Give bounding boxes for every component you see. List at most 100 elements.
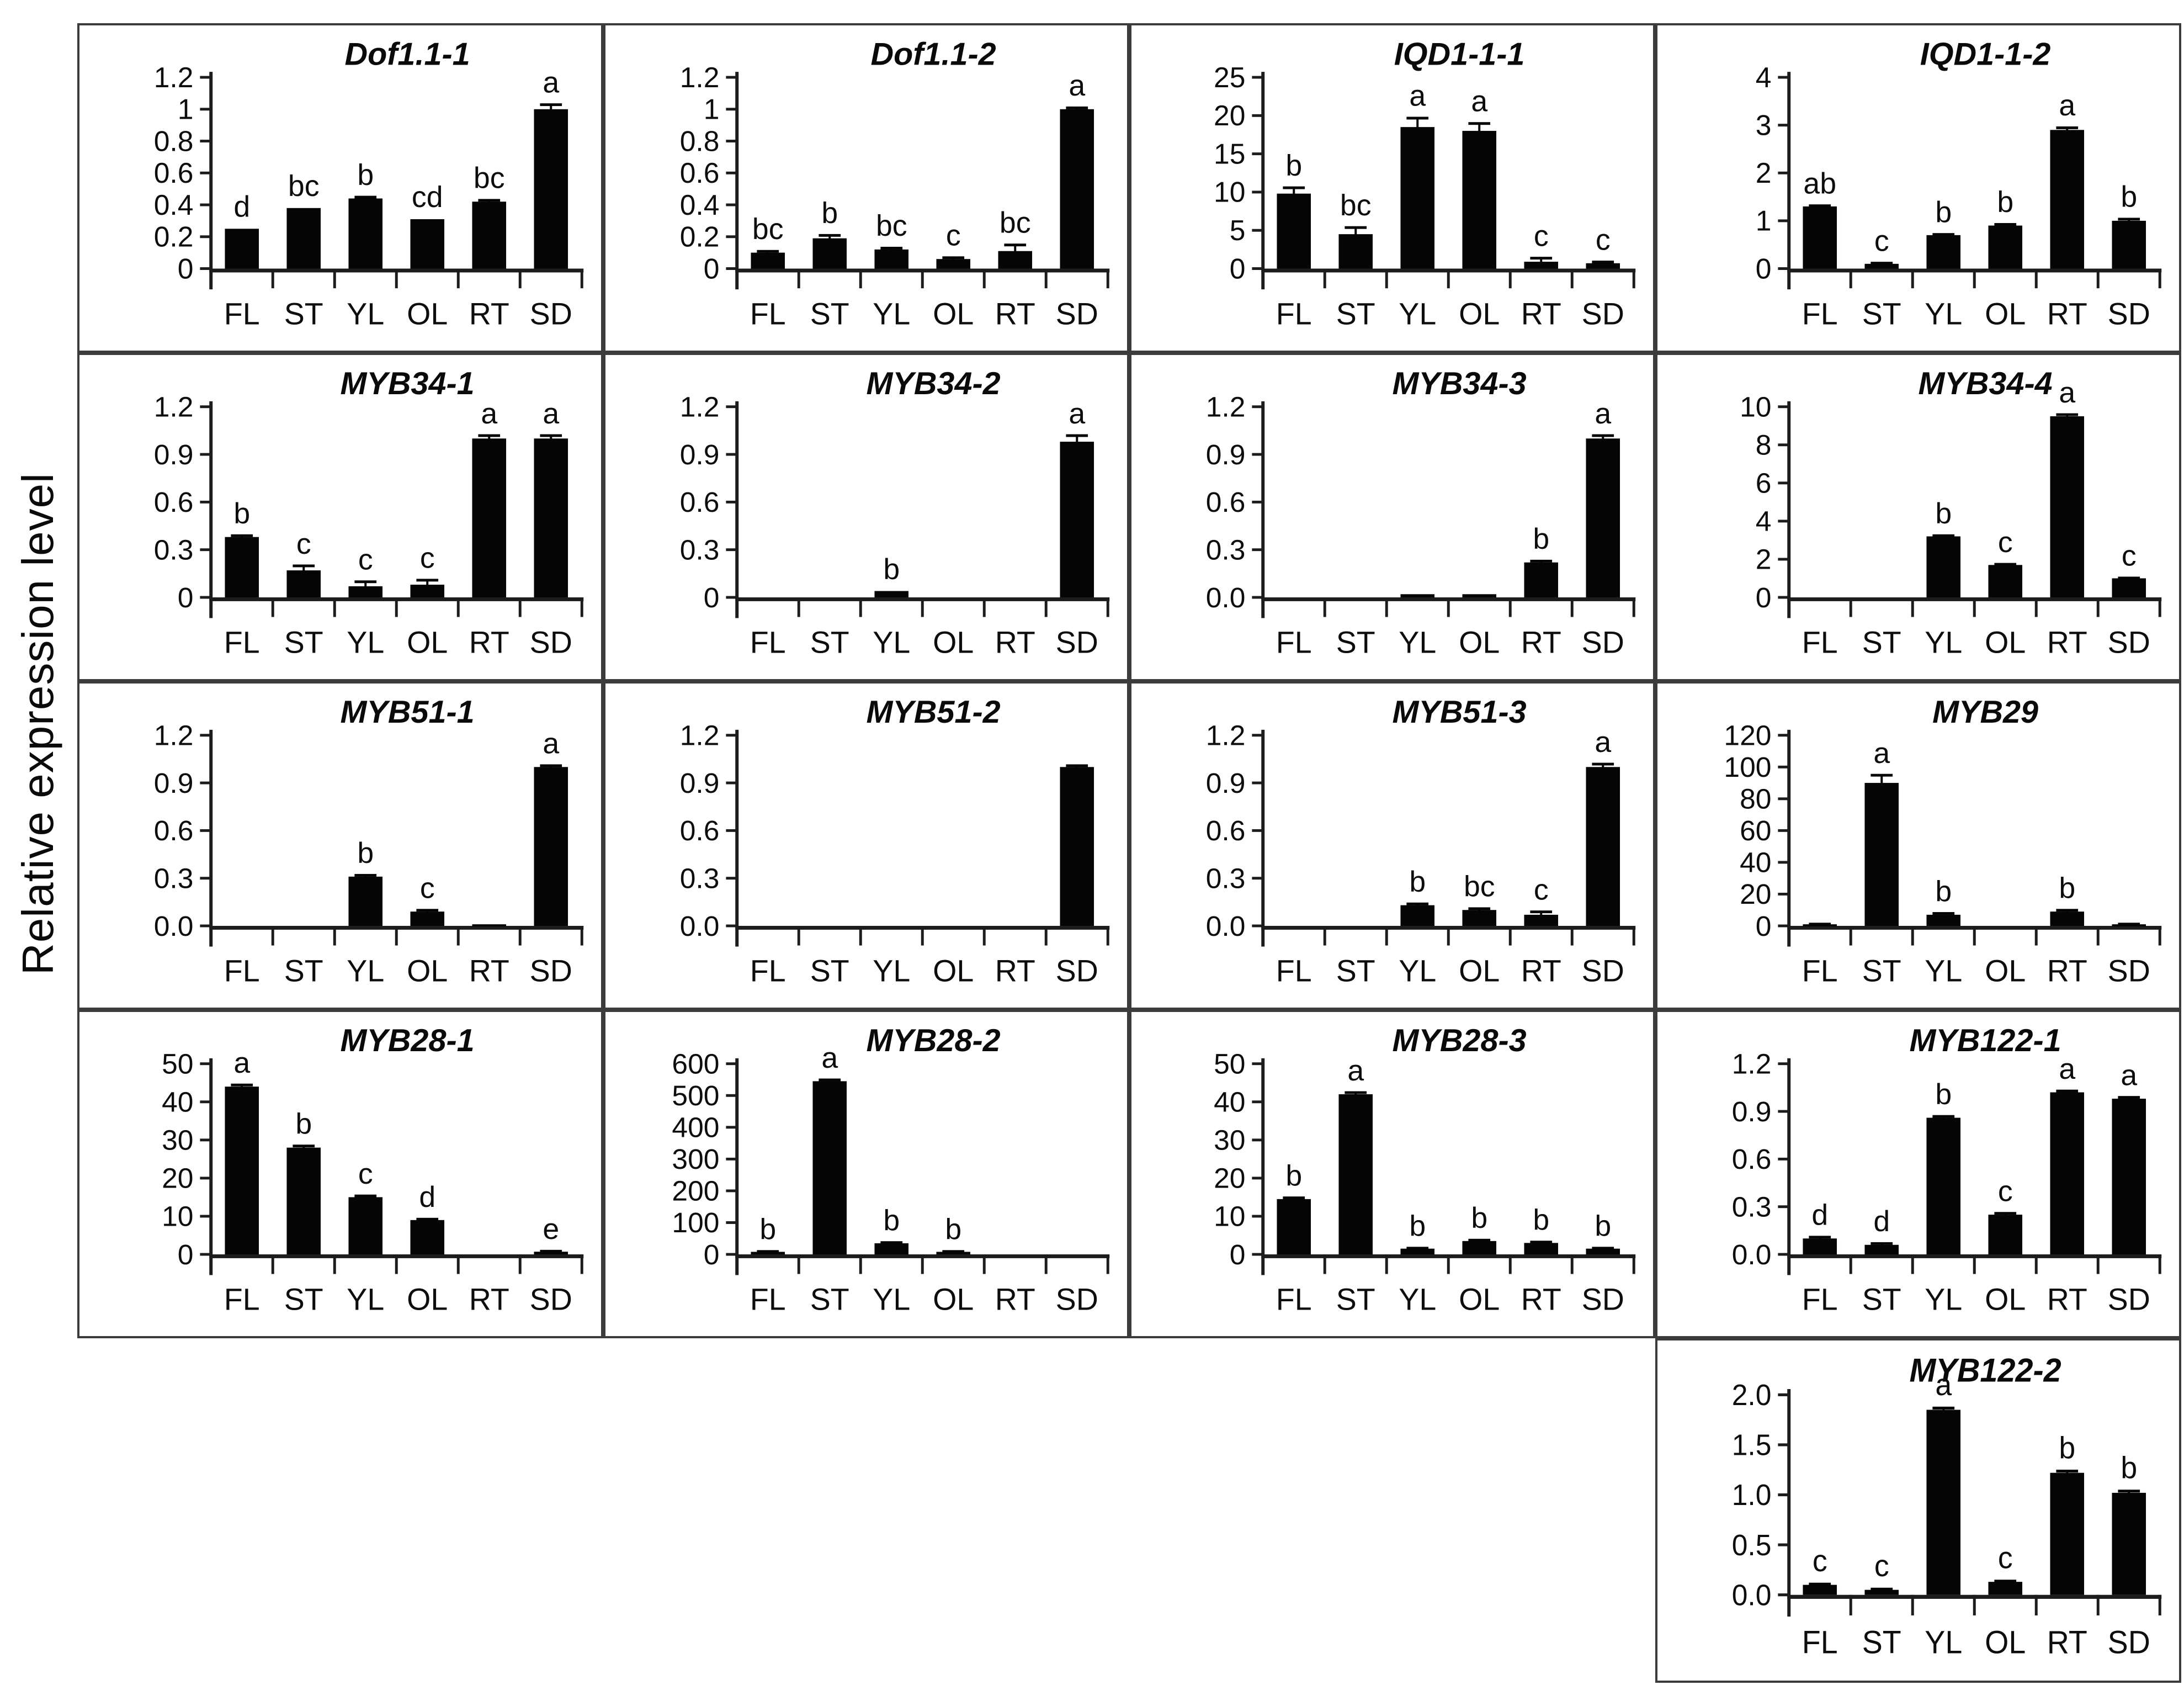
y-tick-label: 1.5 [1732, 1429, 1772, 1462]
y-tick-label: 1.2 [154, 719, 194, 751]
x-tick [1323, 1254, 1326, 1274]
chart-panel: MYB28-3 0 10 20 30 40 50 b FL a ST b YL b OL b RT b SD [1129, 1010, 1655, 1338]
significance-letter: b [2121, 1450, 2137, 1485]
y-tick-label: 0.8 [154, 125, 194, 157]
y-tick [200, 596, 211, 599]
error-bar-cap [354, 873, 377, 877]
x-category-label: RT [469, 954, 509, 988]
error-bar [364, 197, 367, 201]
y-tick-label: 25 [1214, 61, 1245, 93]
x-tick [580, 926, 583, 946]
significance-letter: a [1595, 726, 1611, 759]
x-category-label: ST [284, 954, 323, 988]
bar-st [1864, 1589, 1899, 1595]
x-category-label: OL [1459, 954, 1500, 988]
error-bar-cap [540, 1249, 562, 1253]
bar-yl [1400, 594, 1435, 598]
significance-letter: c [420, 542, 435, 575]
error-bar [1602, 262, 1604, 266]
error-bar [1076, 765, 1078, 770]
y-axis-line [1261, 401, 1265, 618]
error-bar-cap [1468, 907, 1491, 910]
x-tick [859, 926, 862, 946]
chart-svg: IQD1-1-2 0 1 2 3 4 ab FL c ST b YL b OL a RT b SD [1756, 36, 2162, 331]
x-tick [1106, 597, 1109, 617]
y-tick-label: 0.0 [1732, 1578, 1772, 1612]
x-tick [797, 926, 800, 946]
x-category-label: ST [810, 1283, 849, 1317]
y-tick-label: 0.3 [1732, 1191, 1772, 1223]
error-bar [1942, 1407, 1945, 1412]
x-tick [580, 1254, 583, 1274]
error-bar [828, 1079, 831, 1084]
y-tick-label: 60 [1740, 814, 1771, 846]
error-bar [550, 104, 552, 112]
significance-letter: b [1533, 523, 1549, 555]
significance-letter: a [543, 66, 559, 99]
x-tick [518, 268, 522, 289]
chart-svg: MYB34-3 0.0 0.3 0.6 0.9 1.2 FL ST YL OL b RT a SD [1206, 366, 1636, 660]
y-tick [726, 267, 737, 270]
x-tick [1323, 597, 1326, 617]
bar-sd [534, 767, 568, 926]
significance-letter: b [295, 1108, 312, 1141]
y-tick [1252, 1215, 1263, 1218]
error-bar-cap [1066, 434, 1088, 437]
y-tick-label: 200 [672, 1175, 719, 1207]
significance-letter: a [1873, 737, 1890, 770]
x-tick [1632, 1254, 1635, 1274]
x-category-label: RT [1521, 297, 1561, 331]
bar-ol [1988, 1582, 2023, 1595]
y-tick-label: 0.0 [154, 910, 194, 942]
y-tick-label: 3 [1756, 109, 1772, 141]
error-bar [241, 535, 243, 539]
bar-st [812, 238, 847, 269]
x-category-label: ST [1336, 954, 1375, 988]
x-category-label: OL [407, 626, 448, 660]
x-tick [1849, 1254, 1852, 1274]
chart-panel: MYB28-2 0 100 200 300 400 500 600 b FL a ST b YL b OL RT… [603, 1010, 1129, 1338]
y-tick-label: 0.6 [154, 486, 194, 518]
y-tick [1778, 1443, 1789, 1446]
y-tick-label: 0 [1756, 581, 1772, 613]
x-tick [1447, 926, 1450, 946]
x-category-label: RT [2047, 626, 2087, 660]
error-bar-cap [1871, 1587, 1893, 1591]
x-tick [1973, 926, 1976, 946]
significance-letter: b [1409, 1210, 1426, 1243]
y-tick-label: 300 [672, 1143, 719, 1175]
x-category-label: RT [995, 1283, 1035, 1317]
x-category-label: RT [995, 954, 1035, 988]
y-tick-label: 0.3 [1206, 534, 1246, 566]
bar-yl [348, 586, 383, 598]
x-tick [1106, 1254, 1109, 1274]
y-tick [1778, 734, 1789, 737]
chart-svg: Dof1.1-2 00.20.40.60.811.2 bc FL b ST bc YL c OL b… [680, 36, 1110, 331]
y-tick [200, 829, 211, 832]
error-bar-cap [1066, 764, 1088, 767]
significance-letter: b [945, 1214, 961, 1246]
x-tick [1911, 597, 1914, 617]
significance-letter: a [1471, 85, 1487, 118]
x-category-label: OL [1985, 1625, 2026, 1660]
bar-sd [1060, 109, 1094, 269]
y-tick-label: 0.9 [1206, 438, 1246, 470]
error-bar [364, 875, 367, 879]
bar-rt [472, 438, 507, 598]
x-category-label: RT [2047, 1283, 2087, 1317]
x-category-label: ST [284, 1283, 323, 1317]
bar-ol [1462, 910, 1497, 926]
bar-rt [1524, 1243, 1559, 1255]
chart-title: IQD1-1-2 [1920, 36, 2051, 72]
y-tick [200, 734, 211, 737]
x-tick [1508, 926, 1512, 946]
significance-letter: a [1069, 70, 1085, 102]
chart-panel: Dof1.1-1 0 0.2 0.4 0.6 0.8 1 1.2 d FL bc ST b YL cd OL b… [77, 23, 603, 353]
x-category-label: ST [810, 626, 849, 660]
x-tick [1044, 926, 1048, 946]
significance-letter: a [543, 728, 559, 760]
bar-ol [1988, 1215, 2023, 1255]
y-tick [726, 924, 737, 928]
x-tick [271, 597, 274, 617]
x-category-label: RT [469, 626, 509, 660]
